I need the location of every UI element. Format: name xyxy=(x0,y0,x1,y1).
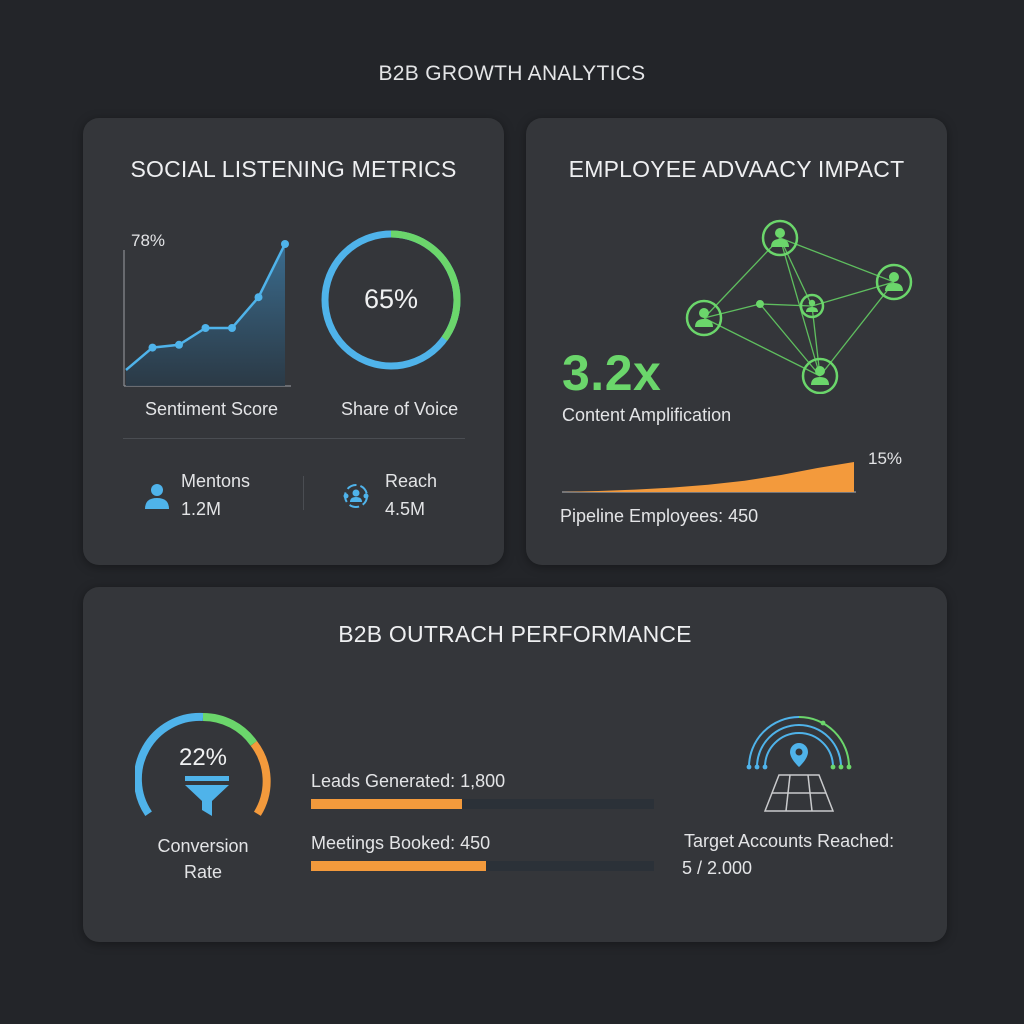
sentiment-point xyxy=(281,240,289,248)
b2b-outreach-card: B2B OUTRACH PERFORMANCE 22% Conversion R… xyxy=(83,587,947,942)
share-of-voice-arc xyxy=(390,230,461,341)
sentiment-score-chart xyxy=(123,240,291,387)
amplification-value: 3.2x xyxy=(562,345,662,401)
sentiment-score-label: Sentiment Score xyxy=(145,399,279,419)
map-pin-signal-icon xyxy=(746,716,852,812)
metrics-divider xyxy=(303,476,304,510)
sentiment-point xyxy=(254,293,263,302)
conversion-rate-label-1: Conversion xyxy=(157,836,249,856)
reach-value: 4.5M xyxy=(385,499,426,519)
conversion-rate-label-2: Rate xyxy=(183,862,223,882)
pipeline-employees-label: Pipeline Employees: 450 xyxy=(560,506,759,526)
sentiment-point xyxy=(201,324,210,332)
target-accounts-value: 5 / 2.000 xyxy=(682,858,753,878)
share-of-voice-value: 65% xyxy=(363,284,419,314)
mentions-title: Mentons xyxy=(181,471,251,491)
page-title: B2B GROWTH ANALYTICS xyxy=(378,62,646,85)
conversion-rate-value: 22% xyxy=(178,744,228,771)
leads-generated-fill xyxy=(311,799,462,809)
people-network-icon xyxy=(343,484,369,508)
meetings-booked-fill xyxy=(311,861,486,871)
sentiment-area xyxy=(126,244,285,386)
person-icon xyxy=(145,484,169,509)
reach-title: Reach xyxy=(385,471,438,491)
sentiment-point xyxy=(228,324,236,332)
sentiment-point xyxy=(175,340,183,349)
pipeline-peak-label: 15% xyxy=(868,449,903,468)
social-listening-card: SOCIAL LISTENING METRICS 78% Sentiment S… xyxy=(83,118,504,565)
target-accounts-label: Target Accounts Reached: xyxy=(684,831,895,851)
gauge-segment-orange xyxy=(250,740,271,816)
employee-advocacy-card: EMPLOYEE ADVAACY IMPACT xyxy=(526,118,947,565)
funnel-icon xyxy=(185,776,229,816)
share-of-voice-label: Share of Voice xyxy=(341,399,459,419)
sentiment-point xyxy=(148,343,157,352)
leads-generated-bar xyxy=(311,799,654,809)
mentions-value: 1.2M xyxy=(181,499,222,519)
pipeline-chart xyxy=(562,462,856,493)
amplification-label: Content Amplification xyxy=(562,405,732,425)
employee-advocacy-title: EMPLOYEE ADVAACY IMPACT xyxy=(568,156,905,182)
gauge-segment-blue xyxy=(135,712,204,817)
share-of-voice-donut xyxy=(321,230,461,370)
gauge-segment-green xyxy=(202,712,258,746)
b2b-outreach-title: B2B OUTRACH PERFORMANCE xyxy=(338,621,692,647)
meetings-booked-bar xyxy=(311,861,654,871)
sentiment-peak-label: 78% xyxy=(131,231,166,250)
social-divider xyxy=(123,438,465,439)
social-listening-title: SOCIAL LISTENING METRICS xyxy=(130,156,457,182)
leads-generated-label: Leads Generated: 1,800 xyxy=(311,771,506,791)
employee-network-icon xyxy=(685,219,913,394)
pipeline-area xyxy=(562,462,854,492)
meetings-booked-label: Meetings Booked: 450 xyxy=(311,833,491,853)
conversion-rate-gauge xyxy=(135,712,271,817)
